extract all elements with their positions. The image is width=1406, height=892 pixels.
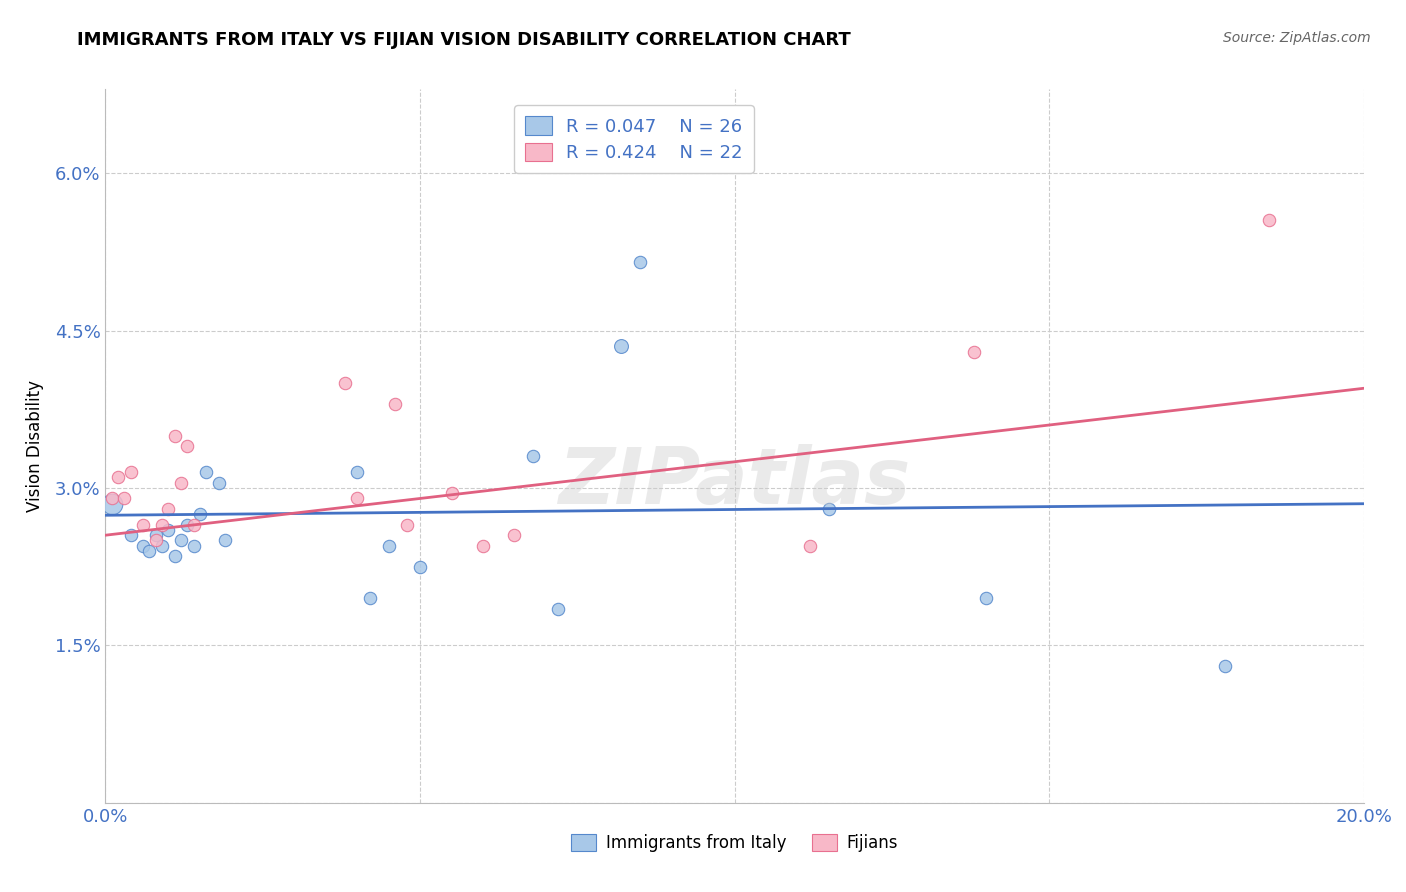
Text: Source: ZipAtlas.com: Source: ZipAtlas.com [1223, 31, 1371, 45]
Point [214, 533, 236, 548]
Point [183, 539, 205, 553]
Point [100, 491, 122, 506]
Point [163, 428, 186, 442]
Point [409, 559, 432, 574]
Point [150, 539, 173, 553]
Point [333, 376, 356, 390]
Point [440, 486, 463, 500]
Point [176, 517, 198, 532]
Point [818, 502, 841, 516]
Point [503, 528, 526, 542]
Point [107, 470, 129, 484]
Point [150, 517, 173, 532]
Point [963, 344, 986, 359]
Point [346, 491, 368, 506]
Point [208, 475, 231, 490]
Point [183, 517, 205, 532]
Point [100, 497, 122, 511]
Point [384, 397, 406, 411]
Point [132, 517, 155, 532]
Point [163, 549, 186, 564]
Point [346, 465, 368, 479]
Point [195, 465, 218, 479]
Point [132, 539, 155, 553]
Point [1258, 213, 1281, 227]
Y-axis label: Vision Disability: Vision Disability [25, 380, 44, 512]
Point [377, 539, 399, 553]
Point [522, 450, 544, 464]
Point [976, 591, 998, 606]
Point [799, 539, 821, 553]
Point [120, 465, 142, 479]
Point [157, 523, 180, 537]
Point [471, 539, 495, 553]
Point [138, 544, 160, 558]
Legend: Immigrants from Italy, Fijians: Immigrants from Italy, Fijians [564, 827, 905, 859]
Text: ZIPatlas: ZIPatlas [558, 443, 911, 520]
Text: IMMIGRANTS FROM ITALY VS FIJIAN VISION DISABILITY CORRELATION CHART: IMMIGRANTS FROM ITALY VS FIJIAN VISION D… [77, 31, 851, 49]
Point [628, 255, 651, 269]
Point [188, 507, 211, 521]
Point [610, 339, 633, 353]
Point [1215, 659, 1237, 673]
Point [145, 528, 167, 542]
Point [170, 533, 193, 548]
Point [359, 591, 381, 606]
Point [176, 439, 198, 453]
Point [157, 502, 180, 516]
Point [547, 601, 569, 615]
Point [145, 533, 167, 548]
Point [170, 475, 193, 490]
Point [120, 528, 142, 542]
Point [112, 491, 135, 506]
Point [396, 517, 419, 532]
